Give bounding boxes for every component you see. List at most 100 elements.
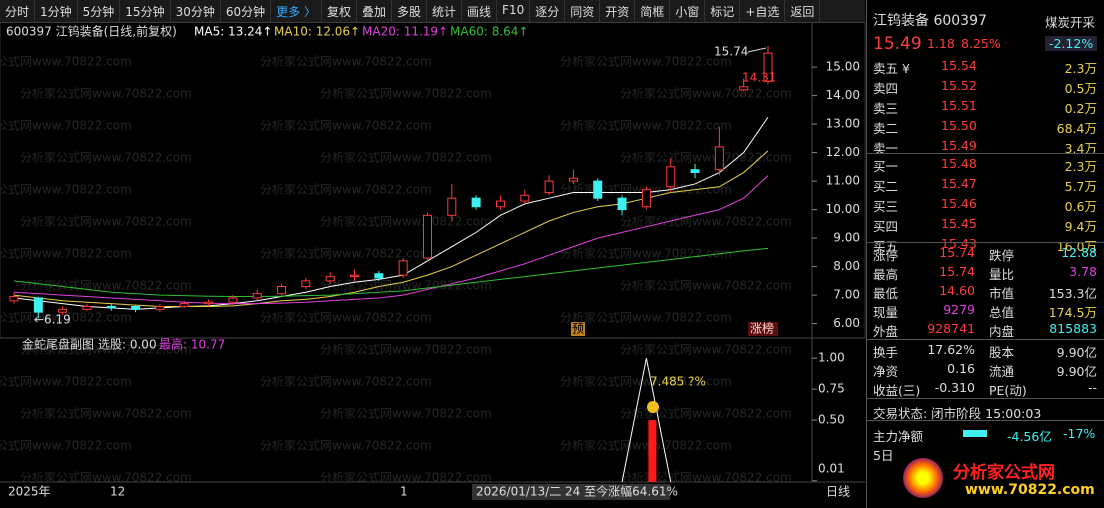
toolbar-button[interactable]: 画线	[462, 0, 498, 22]
stat-value: 153.3亿	[1048, 286, 1097, 301]
toolbar-button[interactable]: +自选	[740, 0, 786, 22]
watermark: 分析家公式网www.70822.com	[560, 118, 732, 133]
watermark: 分析家公式网www.70822.com	[0, 118, 132, 133]
sector: 煤炭开采	[1045, 15, 1096, 30]
watermark: 分析家公式网www.70822.com	[320, 470, 492, 485]
toolbar-button[interactable]: 复权	[322, 0, 357, 22]
smiley	[647, 401, 659, 413]
toolbar-button[interactable]: 标记	[705, 0, 741, 22]
toolbar-button[interactable]: 叠加	[357, 0, 392, 22]
stat-value: 928741	[927, 321, 975, 336]
stat-value: 12.88	[1061, 245, 1097, 260]
chart-title: 600397 江钨装备(日线,前复权)	[6, 24, 177, 39]
pct: 8.25%	[961, 36, 1001, 51]
stat-value: 9.90亿	[1056, 364, 1097, 379]
watermark: 分析家公式网www.70822.com	[620, 470, 792, 485]
stat-value: 0.16	[947, 361, 975, 376]
book-label: 卖一	[873, 141, 899, 156]
watermark: 分析家公式网www.70822.com	[620, 342, 792, 357]
toolbar-button[interactable]: 60分钟	[221, 0, 272, 22]
ma-label: MA20: 11.19↑	[362, 25, 448, 39]
watermark: 分析家公式网www.70822.com	[0, 438, 132, 453]
toolbar-button[interactable]: F10	[497, 0, 531, 22]
change: 1.18	[927, 36, 955, 51]
toolbar-button[interactable]: 分时	[0, 0, 36, 22]
toolbar-button[interactable]: 5分钟	[78, 0, 121, 22]
logo-url: www.70822.com	[965, 482, 1095, 498]
book-label: 买一	[873, 159, 899, 174]
watermark: 分析家公式网www.70822.com	[260, 182, 432, 197]
toolbar: 分时 1分钟 5分钟 15分钟 30分钟 60分钟 更多 〉复权 叠加 多股 统计 画线 F10 逐分同…	[0, 0, 865, 23]
toolbar-button[interactable]: 1分钟	[35, 0, 78, 22]
y-tick-label: 7.00	[833, 288, 860, 302]
watermark: 分析家公式网www.70822.com	[620, 86, 792, 101]
stat-label: 净资	[873, 364, 899, 379]
y-tick-label: 0.75	[818, 382, 845, 396]
book-label: 买二	[873, 179, 899, 194]
candle-body	[350, 274, 360, 278]
candle-body	[471, 197, 481, 208]
y-tick-label: 12.00	[826, 145, 860, 159]
toolbar-button[interactable]: 开资	[600, 0, 636, 22]
book-price: 15.50	[941, 118, 977, 133]
arrow	[747, 47, 767, 53]
watermark: 分析家公式网www.70822.com	[620, 406, 792, 421]
candle-body	[495, 200, 505, 208]
candle-body	[690, 169, 700, 174]
stat-label: 总值	[989, 305, 1015, 320]
toolbar-button[interactable]: 简框	[635, 0, 671, 22]
y-tick-label: 8.00	[833, 259, 860, 273]
stat-label: 跌停	[989, 248, 1015, 263]
flow-value: -4.56亿	[1007, 429, 1052, 444]
toolbar-button[interactable]: 小窗	[670, 0, 706, 22]
sub-note: 7.485 ?%	[650, 375, 706, 389]
toolbar-button[interactable]: 15分钟	[120, 0, 171, 22]
book-label: 卖三	[873, 101, 899, 116]
toolbar-button[interactable]: 逐分	[530, 0, 566, 22]
book-volume: 68.4万	[1056, 121, 1097, 136]
toolbar-button[interactable]: 30分钟	[171, 0, 221, 22]
sub-title: 金蛇尾盘副图	[22, 337, 94, 352]
book-price: 15.47	[941, 176, 977, 191]
y-tick-label: 11.00	[826, 174, 860, 188]
stat-label: PE(动)	[989, 383, 1027, 398]
stat-value: -0.310	[934, 380, 975, 395]
y-tick-label: 13.00	[826, 117, 860, 131]
y-tick-label: 15.00	[826, 60, 860, 74]
candle-body	[398, 260, 408, 276]
flow-bar	[963, 430, 987, 437]
stat-value: 174.5万	[1048, 305, 1097, 320]
watermark: 分析家公式网www.70822.com	[620, 278, 792, 293]
book-volume: 2.3万	[1064, 61, 1097, 76]
candle-body	[325, 276, 335, 282]
toolbar-button[interactable]: 统计	[427, 0, 463, 22]
ma-label: MA10: 12.06↑	[274, 25, 360, 39]
toolbar-button[interactable]: 返回	[785, 0, 821, 22]
toolbar-button[interactable]: 更多 〉	[271, 0, 322, 22]
tag: 预	[572, 322, 584, 336]
watermark: 分析家公式网www.70822.com	[20, 278, 192, 293]
candle-body	[252, 293, 262, 299]
sub-select: 选股: 0.00	[98, 338, 157, 352]
watermark: 分析家公式网www.70822.com	[0, 310, 132, 325]
x-label: 1	[400, 485, 408, 499]
candle-body	[228, 297, 238, 303]
watermark: 分析家公式网www.70822.com	[320, 342, 492, 357]
toolbar-button[interactable]: 同资	[565, 0, 601, 22]
book-volume: 9.4万	[1064, 219, 1097, 234]
toolbar-button[interactable]: 多股	[392, 0, 428, 22]
candle-body	[520, 194, 530, 202]
candle-body	[739, 86, 749, 91]
watermark: 分析家公式网www.70822.com	[20, 150, 192, 165]
candle-body	[179, 303, 189, 307]
candle-body	[447, 197, 457, 216]
book-price: 15.51	[941, 98, 977, 113]
candle-body	[544, 180, 554, 193]
cursor-box	[472, 484, 670, 500]
sub-line	[621, 358, 672, 483]
watermark: 分析家公式网www.70822.com	[320, 86, 492, 101]
logo-icon	[903, 458, 943, 498]
stat-label: 现量	[873, 305, 899, 320]
y-tick-label: 6.00	[833, 316, 860, 330]
